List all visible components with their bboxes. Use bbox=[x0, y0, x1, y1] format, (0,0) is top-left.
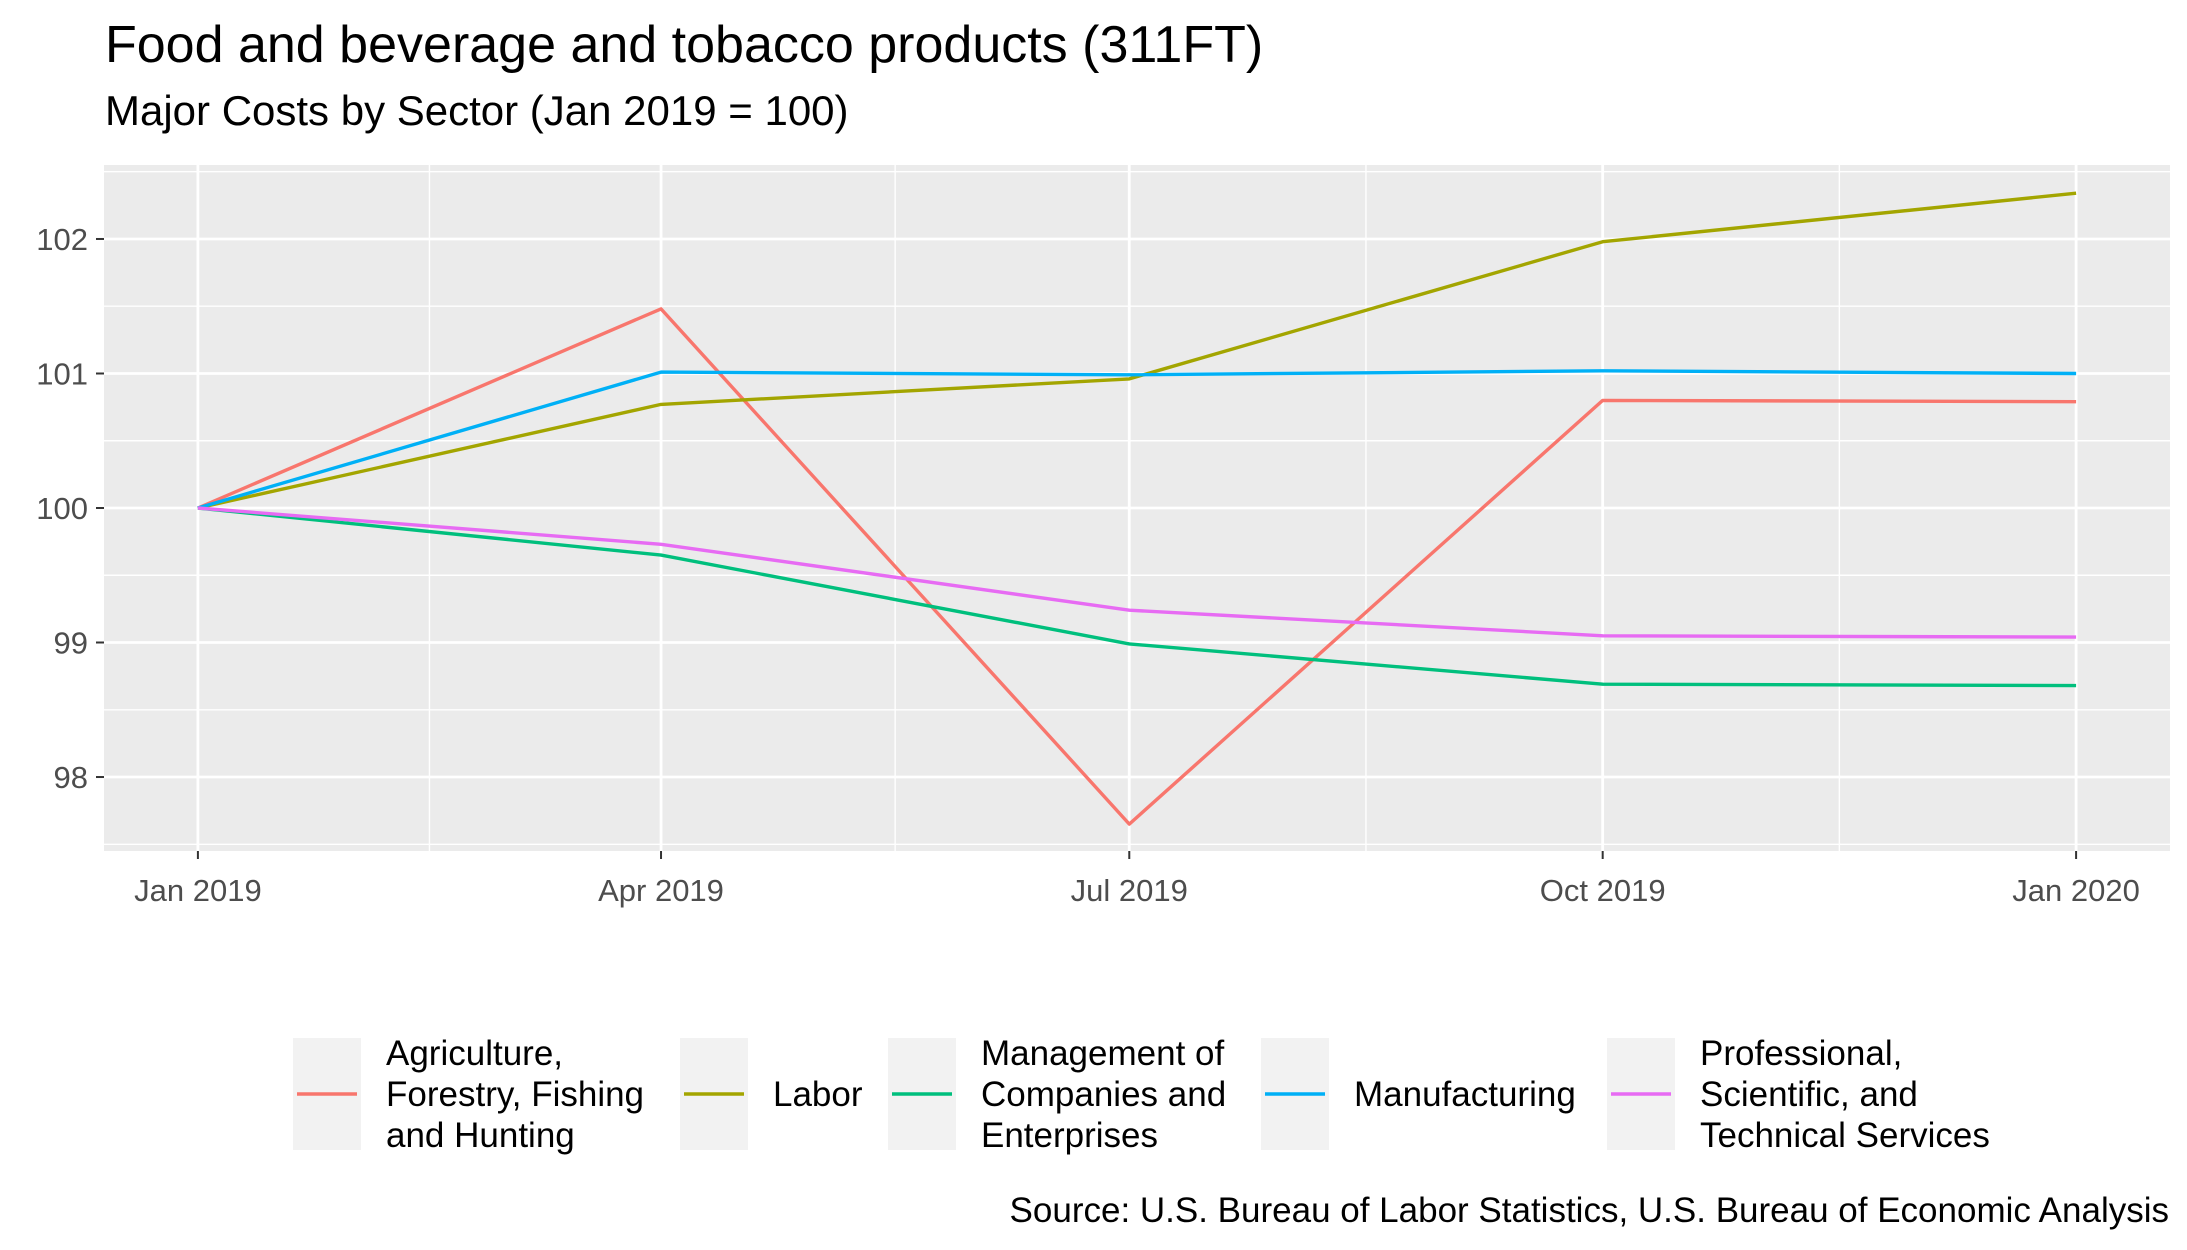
chart-caption: Source: U.S. Bureau of Labor Statistics,… bbox=[1009, 1191, 2169, 1230]
series-lines bbox=[197, 191, 2077, 826]
legend-label: Professional, Scientific, and Technical … bbox=[1700, 1033, 1990, 1155]
x-tick-label: Oct 2019 bbox=[1540, 873, 1666, 908]
x-tick-label: Jul 2019 bbox=[1071, 873, 1188, 908]
chart-subtitle: Major Costs by Sector (Jan 2019 = 100) bbox=[105, 87, 849, 134]
series-line-3 bbox=[197, 506, 2077, 688]
y-tick-label: 100 bbox=[36, 491, 88, 526]
x-tick-label: Jan 2019 bbox=[134, 873, 262, 908]
legend-key bbox=[1607, 1038, 1675, 1150]
y-axis: 98 99 100 101 102 bbox=[36, 222, 104, 795]
legend-label: Management of Companies and Enterprises bbox=[981, 1033, 1227, 1155]
legend-key bbox=[1261, 1038, 1329, 1150]
series-line-4 bbox=[197, 369, 2077, 510]
series-line-2 bbox=[197, 191, 2077, 510]
legend-key bbox=[680, 1038, 748, 1150]
legend-label: Manufacturing bbox=[1354, 1074, 1576, 1114]
legend: Agriculture, Forestry, Fishing and Hunti… bbox=[0, 1030, 2187, 1160]
x-tick-label: Jan 2020 bbox=[2012, 873, 2140, 908]
major-gridlines bbox=[104, 165, 2170, 851]
legend-key bbox=[888, 1038, 956, 1150]
y-tick-label: 102 bbox=[36, 222, 88, 257]
y-tick-label: 98 bbox=[54, 760, 88, 795]
x-tick-label: Apr 2019 bbox=[598, 873, 724, 908]
series-line-5 bbox=[197, 506, 2077, 639]
y-tick-label: 99 bbox=[54, 626, 88, 661]
legend-label: Agriculture, Forestry, Fishing and Hunti… bbox=[386, 1033, 645, 1155]
legend-label: Labor bbox=[773, 1074, 863, 1114]
chart-title: Food and beverage and tobacco products (… bbox=[105, 16, 1264, 74]
y-tick-label: 101 bbox=[36, 356, 88, 391]
legend-key bbox=[293, 1038, 361, 1150]
x-axis: Jan 2019 Apr 2019 Jul 2019 Oct 2019 Jan 2020 bbox=[134, 851, 2140, 908]
series-line-1 bbox=[197, 307, 2077, 826]
